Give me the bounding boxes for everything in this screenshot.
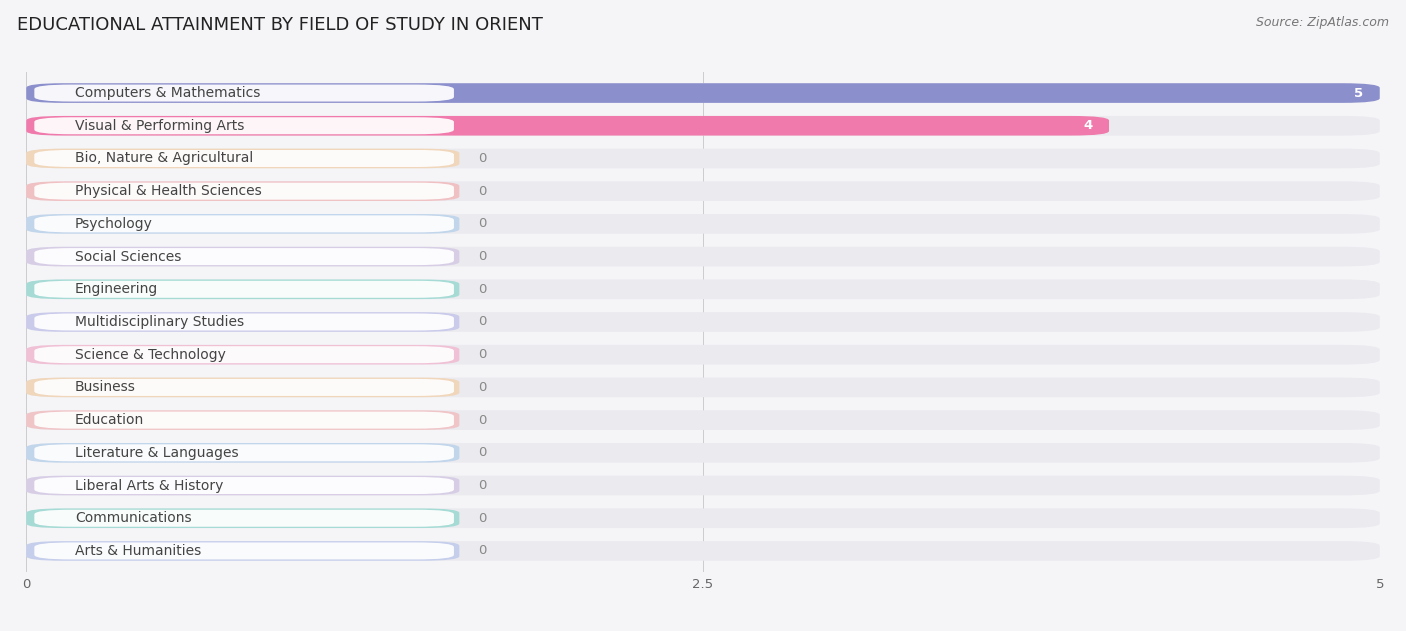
- Text: Education: Education: [75, 413, 145, 427]
- FancyBboxPatch shape: [27, 476, 1379, 495]
- FancyBboxPatch shape: [27, 410, 460, 430]
- FancyBboxPatch shape: [27, 83, 1379, 103]
- Text: Business: Business: [75, 380, 136, 394]
- FancyBboxPatch shape: [27, 377, 1379, 398]
- FancyBboxPatch shape: [27, 181, 460, 201]
- Text: Computers & Mathematics: Computers & Mathematics: [75, 86, 260, 100]
- Text: 0: 0: [478, 512, 486, 525]
- FancyBboxPatch shape: [34, 543, 454, 560]
- FancyBboxPatch shape: [27, 509, 1379, 528]
- FancyBboxPatch shape: [27, 181, 1379, 201]
- Text: Communications: Communications: [75, 511, 191, 525]
- FancyBboxPatch shape: [27, 280, 460, 299]
- FancyBboxPatch shape: [34, 510, 454, 527]
- FancyBboxPatch shape: [27, 116, 1109, 136]
- Text: Liberal Arts & History: Liberal Arts & History: [75, 478, 224, 493]
- Text: 0: 0: [478, 217, 486, 230]
- FancyBboxPatch shape: [27, 476, 460, 495]
- FancyBboxPatch shape: [27, 443, 1379, 463]
- FancyBboxPatch shape: [34, 379, 454, 396]
- Text: 0: 0: [478, 348, 486, 361]
- FancyBboxPatch shape: [34, 117, 454, 134]
- Text: 0: 0: [478, 185, 486, 198]
- FancyBboxPatch shape: [27, 541, 1379, 561]
- FancyBboxPatch shape: [27, 214, 460, 233]
- FancyBboxPatch shape: [27, 149, 1379, 168]
- FancyBboxPatch shape: [27, 149, 460, 168]
- Text: Psychology: Psychology: [75, 217, 153, 231]
- FancyBboxPatch shape: [27, 83, 1379, 103]
- Text: 0: 0: [478, 545, 486, 557]
- FancyBboxPatch shape: [27, 116, 1379, 136]
- Text: Visual & Performing Arts: Visual & Performing Arts: [75, 119, 245, 133]
- Text: Multidisciplinary Studies: Multidisciplinary Studies: [75, 315, 245, 329]
- FancyBboxPatch shape: [34, 182, 454, 199]
- FancyBboxPatch shape: [34, 85, 454, 102]
- Text: Social Sciences: Social Sciences: [75, 250, 181, 264]
- Text: EDUCATIONAL ATTAINMENT BY FIELD OF STUDY IN ORIENT: EDUCATIONAL ATTAINMENT BY FIELD OF STUDY…: [17, 16, 543, 34]
- Text: 0: 0: [478, 250, 486, 263]
- FancyBboxPatch shape: [34, 314, 454, 331]
- Text: Source: ZipAtlas.com: Source: ZipAtlas.com: [1256, 16, 1389, 29]
- Text: Bio, Nature & Agricultural: Bio, Nature & Agricultural: [75, 151, 253, 165]
- FancyBboxPatch shape: [27, 247, 1379, 266]
- FancyBboxPatch shape: [34, 411, 454, 428]
- Text: 0: 0: [478, 316, 486, 329]
- Text: 4: 4: [1084, 119, 1092, 133]
- Text: 0: 0: [478, 479, 486, 492]
- Text: 0: 0: [478, 381, 486, 394]
- FancyBboxPatch shape: [27, 312, 1379, 332]
- FancyBboxPatch shape: [27, 509, 460, 528]
- Text: Science & Technology: Science & Technology: [75, 348, 226, 362]
- Text: 5: 5: [1354, 86, 1364, 100]
- Text: Physical & Health Sciences: Physical & Health Sciences: [75, 184, 262, 198]
- FancyBboxPatch shape: [27, 247, 460, 266]
- FancyBboxPatch shape: [27, 345, 1379, 365]
- FancyBboxPatch shape: [34, 444, 454, 461]
- FancyBboxPatch shape: [27, 214, 1379, 233]
- FancyBboxPatch shape: [34, 346, 454, 363]
- FancyBboxPatch shape: [27, 312, 460, 332]
- Text: 0: 0: [478, 152, 486, 165]
- Text: Engineering: Engineering: [75, 282, 159, 297]
- FancyBboxPatch shape: [34, 215, 454, 232]
- FancyBboxPatch shape: [27, 377, 460, 398]
- FancyBboxPatch shape: [34, 248, 454, 265]
- Text: Literature & Languages: Literature & Languages: [75, 446, 239, 460]
- FancyBboxPatch shape: [34, 281, 454, 298]
- FancyBboxPatch shape: [27, 345, 460, 365]
- FancyBboxPatch shape: [27, 541, 460, 561]
- Text: 0: 0: [478, 446, 486, 459]
- FancyBboxPatch shape: [27, 280, 1379, 299]
- FancyBboxPatch shape: [27, 410, 1379, 430]
- Text: Arts & Humanities: Arts & Humanities: [75, 544, 201, 558]
- Text: 0: 0: [478, 283, 486, 296]
- Text: 0: 0: [478, 413, 486, 427]
- FancyBboxPatch shape: [34, 477, 454, 494]
- FancyBboxPatch shape: [34, 150, 454, 167]
- FancyBboxPatch shape: [27, 443, 460, 463]
